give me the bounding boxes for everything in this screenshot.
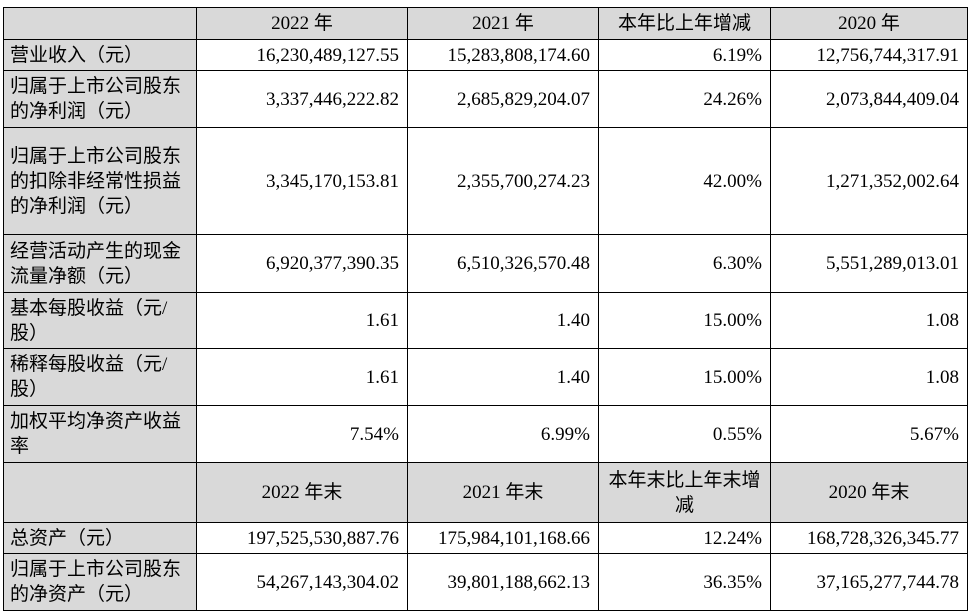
value-2020: 1.08 bbox=[770, 292, 968, 349]
row-label: 经营活动产生的现金流量净额（元） bbox=[3, 234, 197, 293]
row-label: 营业收入（元） bbox=[3, 39, 197, 71]
header-2021: 2021 年 bbox=[407, 7, 599, 40]
value-2022: 1.61 bbox=[196, 292, 408, 349]
value-change: 24.26% bbox=[598, 70, 771, 128]
header-2020: 2020 年 bbox=[770, 7, 968, 40]
table-row: 归属于上市公司股东的净资产（元） 54,267,143,304.02 39,80… bbox=[3, 553, 968, 611]
value-2022: 16,230,489,127.55 bbox=[196, 39, 408, 71]
value-2021: 6,510,326,570.48 bbox=[407, 234, 599, 293]
header-corner bbox=[3, 462, 197, 523]
value-change: 36.35% bbox=[598, 553, 771, 611]
value-2022: 7.54% bbox=[196, 405, 408, 463]
value-2020: 168,728,326,345.77 bbox=[770, 522, 968, 554]
financial-summary-table: 2022 年 2021 年 本年比上年增减 2020 年 营业收入（元） 16,… bbox=[3, 7, 968, 611]
value-2021: 1.40 bbox=[407, 292, 599, 349]
value-2020: 12,756,744,317.91 bbox=[770, 39, 968, 71]
table-row: 总资产（元） 197,525,530,887.76 175,984,101,16… bbox=[3, 522, 968, 554]
value-2021: 175,984,101,168.66 bbox=[407, 522, 599, 554]
value-2022: 54,267,143,304.02 bbox=[196, 553, 408, 611]
table-row: 归属于上市公司股东的净利润（元） 3,337,446,222.82 2,685,… bbox=[3, 70, 968, 128]
header-2022: 2022 年 bbox=[196, 7, 408, 40]
value-change: 6.30% bbox=[598, 234, 771, 293]
value-2020: 5,551,289,013.01 bbox=[770, 234, 968, 293]
value-change: 0.55% bbox=[598, 405, 771, 463]
row-label: 归属于上市公司股东的扣除非经常性损益的净利润（元） bbox=[3, 127, 197, 235]
header-2020-end: 2020 年末 bbox=[770, 462, 968, 523]
table-row: 稀释每股收益（元/股） 1.61 1.40 15.00% 1.08 bbox=[3, 348, 968, 406]
header-change: 本年比上年增减 bbox=[598, 7, 771, 40]
value-change: 6.19% bbox=[598, 39, 771, 71]
table-row: 加权平均净资产收益率 7.54% 6.99% 0.55% 5.67% bbox=[3, 405, 968, 463]
value-2021: 2,355,700,274.23 bbox=[407, 127, 599, 235]
value-2021: 15,283,808,174.60 bbox=[407, 39, 599, 71]
value-2022: 3,337,446,222.82 bbox=[196, 70, 408, 128]
table-row: 基本每股收益（元/股） 1.61 1.40 15.00% 1.08 bbox=[3, 292, 968, 349]
value-2022: 3,345,170,153.81 bbox=[196, 127, 408, 235]
table-row: 归属于上市公司股东的扣除非经常性损益的净利润（元） 3,345,170,153.… bbox=[3, 127, 968, 235]
value-2022: 197,525,530,887.76 bbox=[196, 522, 408, 554]
row-label: 加权平均净资产收益率 bbox=[3, 405, 197, 463]
header-2022-end: 2022 年末 bbox=[196, 462, 408, 523]
value-2020: 37,165,277,744.78 bbox=[770, 553, 968, 611]
header-corner bbox=[3, 7, 197, 40]
value-change: 12.24% bbox=[598, 522, 771, 554]
value-2020: 1,271,352,002.64 bbox=[770, 127, 968, 235]
value-change: 42.00% bbox=[598, 127, 771, 235]
header-2021-end: 2021 年末 bbox=[407, 462, 599, 523]
table-row: 营业收入（元） 16,230,489,127.55 15,283,808,174… bbox=[3, 39, 968, 71]
table-row: 经营活动产生的现金流量净额（元） 6,920,377,390.35 6,510,… bbox=[3, 234, 968, 293]
row-label: 稀释每股收益（元/股） bbox=[3, 348, 197, 406]
value-2021: 1.40 bbox=[407, 348, 599, 406]
value-2022: 6,920,377,390.35 bbox=[196, 234, 408, 293]
value-2020: 1.08 bbox=[770, 348, 968, 406]
row-label: 归属于上市公司股东的净利润（元） bbox=[3, 70, 197, 128]
value-2022: 1.61 bbox=[196, 348, 408, 406]
value-2020: 2,073,844,409.04 bbox=[770, 70, 968, 128]
value-change: 15.00% bbox=[598, 292, 771, 349]
header-row-year-end: 2022 年末 2021 年末 本年末比上年末增减 2020 年末 bbox=[3, 462, 968, 523]
value-2021: 2,685,829,204.07 bbox=[407, 70, 599, 128]
header-change-end: 本年末比上年末增减 bbox=[598, 462, 771, 523]
header-row-years: 2022 年 2021 年 本年比上年增减 2020 年 bbox=[3, 7, 968, 40]
row-label: 总资产（元） bbox=[3, 522, 197, 554]
value-2021: 39,801,188,662.13 bbox=[407, 553, 599, 611]
value-2020: 5.67% bbox=[770, 405, 968, 463]
value-2021: 6.99% bbox=[407, 405, 599, 463]
row-label: 基本每股收益（元/股） bbox=[3, 292, 197, 349]
row-label: 归属于上市公司股东的净资产（元） bbox=[3, 553, 197, 611]
value-change: 15.00% bbox=[598, 348, 771, 406]
